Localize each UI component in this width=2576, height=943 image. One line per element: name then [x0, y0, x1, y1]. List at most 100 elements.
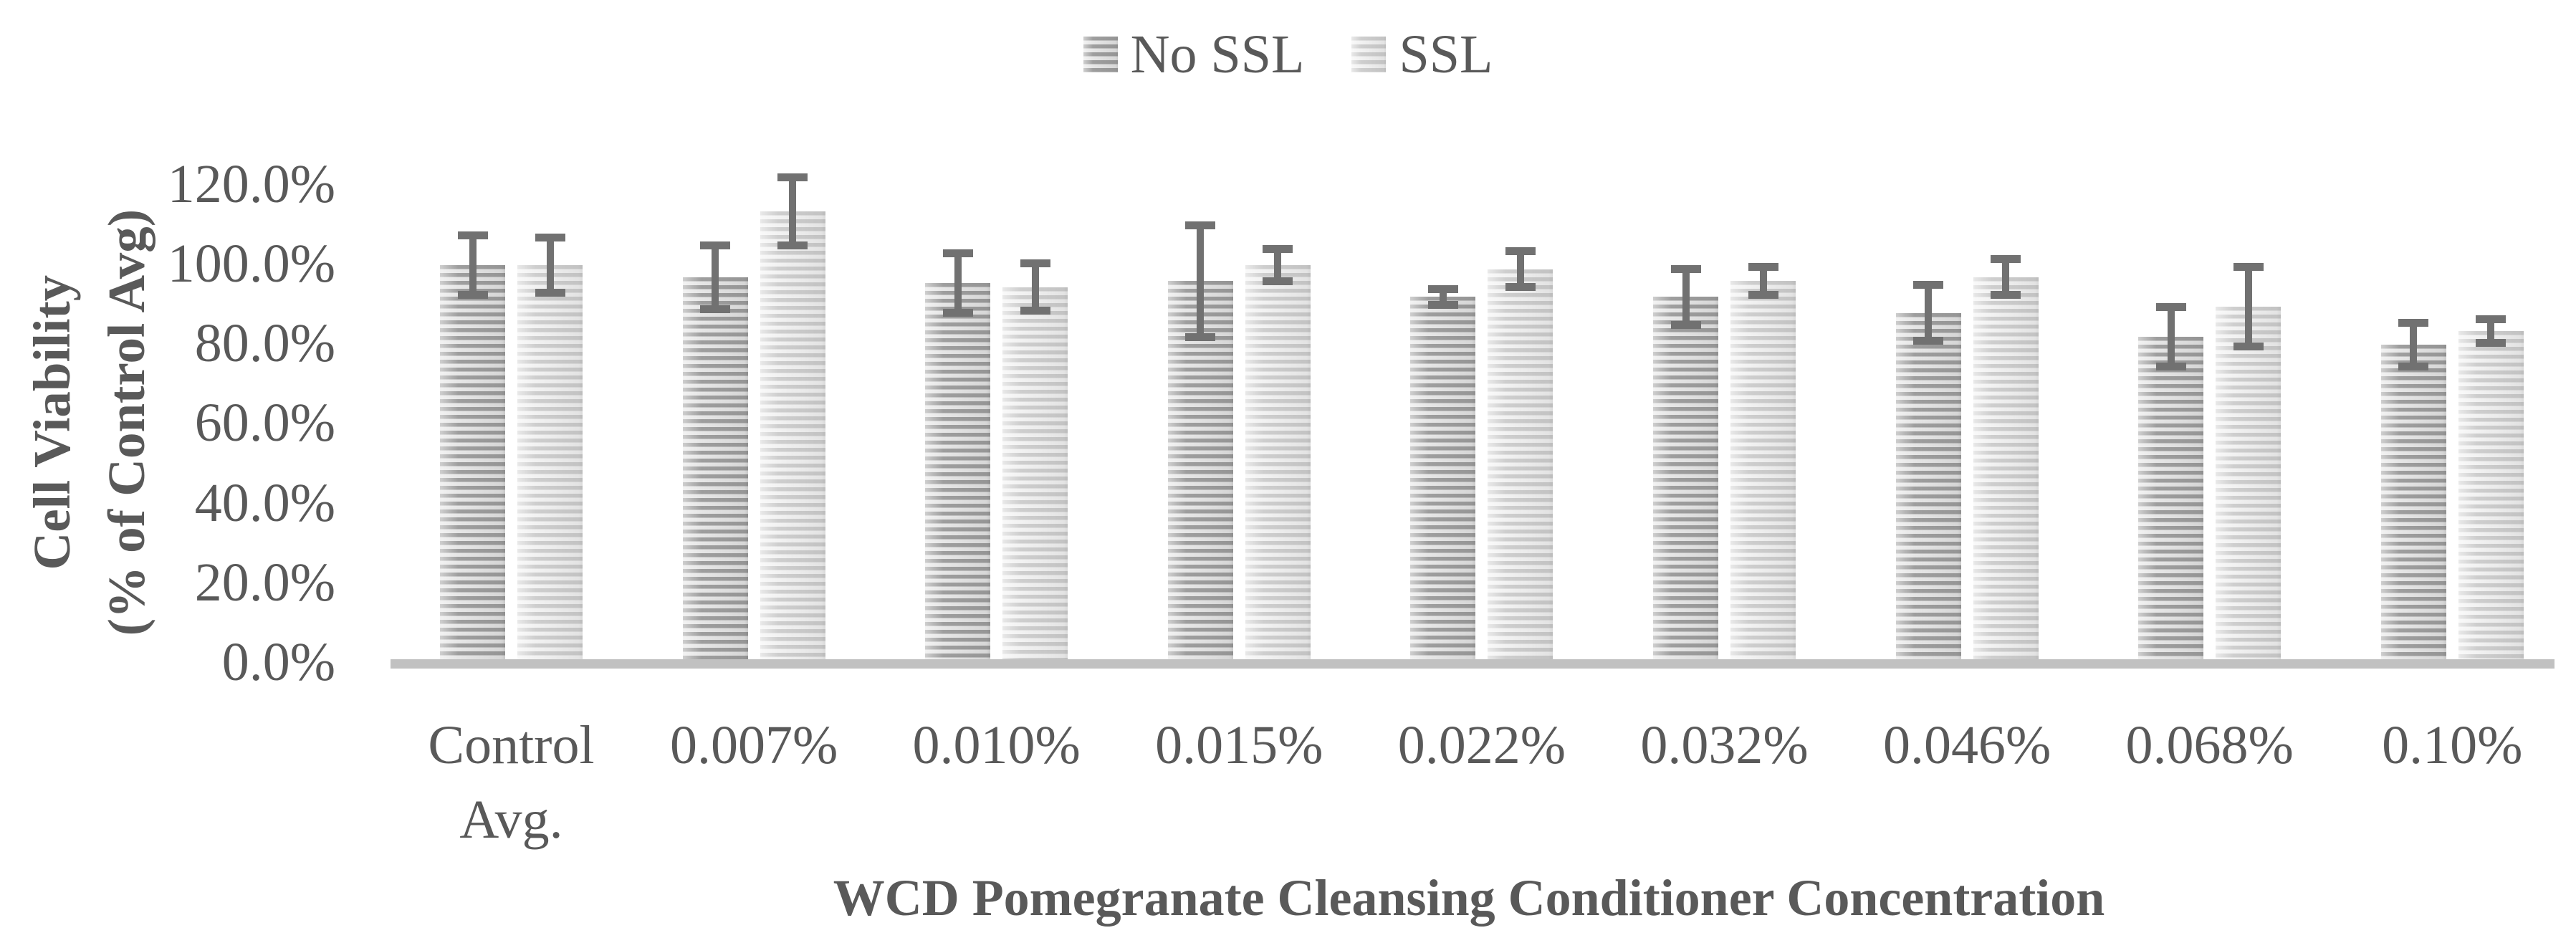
- error-bar-line: [712, 245, 719, 310]
- error-bar-cap: [1670, 265, 1701, 274]
- y-tick-label: 40.0%: [194, 472, 335, 533]
- error-bar-line: [2244, 267, 2252, 347]
- error-bar-cap: [2155, 363, 2186, 371]
- error-bar-cap: [1748, 291, 1778, 300]
- ssl-swatch-icon: [1351, 37, 1387, 72]
- bar-no-ssl-0-015-: [1167, 281, 1233, 666]
- error-bar-cap: [1991, 291, 2021, 300]
- x-category-label: 0.022%: [1397, 715, 1566, 775]
- error-bar-cap: [700, 241, 731, 249]
- bar-no-ssl-0-046-: [1895, 312, 1961, 666]
- legend-label-ssl: SSL: [1399, 24, 1493, 85]
- error-bar-line: [1031, 263, 1039, 311]
- x-category-label: 0.10%: [2382, 715, 2523, 775]
- bar-ssl-0-007-: [760, 211, 825, 666]
- error-bar-line: [2167, 307, 2175, 367]
- bar-ssl-control-avg-: [517, 265, 583, 666]
- error-bar-cap: [2398, 363, 2429, 371]
- y-axis-title-wrap: Cell Viability (% of Control Avg): [0, 100, 179, 745]
- error-bar-line: [469, 235, 477, 295]
- error-bar-cap: [1263, 277, 1293, 285]
- y-tick-label: 0.0%: [221, 632, 335, 692]
- bar-ssl-0-010-: [1002, 287, 1068, 666]
- bar-no-ssl-control-avg-: [440, 265, 505, 666]
- y-axis-title-line1: Cell Viability: [23, 275, 82, 570]
- error-bar-cap: [1185, 221, 1216, 229]
- bar-ssl-0-022-: [1488, 269, 1553, 666]
- legend-item-no-ssl: No SSL: [1083, 24, 1305, 85]
- error-bar-cap: [942, 249, 973, 257]
- y-tick-label: 60.0%: [194, 393, 335, 454]
- error-bar-cap: [1263, 245, 1293, 254]
- bar-ssl-0-10-: [2458, 330, 2524, 666]
- bar-ssl-0-046-: [1973, 277, 2039, 666]
- error-bar-cap: [777, 241, 808, 249]
- error-bar-line: [1439, 289, 1447, 305]
- bar-ssl-0-032-: [1730, 281, 1796, 666]
- error-bar-cap: [1670, 320, 1701, 329]
- error-bar-cap: [1991, 255, 2021, 264]
- error-bar-cap: [1020, 307, 1050, 315]
- error-bar-line: [1274, 249, 1282, 282]
- y-tick-label: 100.0%: [167, 234, 335, 294]
- bar-no-ssl-0-022-: [1410, 297, 1476, 666]
- error-bar-line: [1516, 251, 1524, 287]
- error-bar-cap: [1913, 337, 1944, 345]
- legend-item-ssl: SSL: [1351, 27, 1493, 82]
- y-tick-label: 120.0%: [167, 153, 335, 214]
- x-category-label: 0.015%: [1155, 715, 1323, 775]
- x-category-label: Control Avg.: [428, 715, 595, 850]
- error-bar-cap: [1427, 301, 1458, 310]
- error-bar-cap: [1185, 332, 1216, 341]
- error-bar-cap: [700, 305, 731, 313]
- legend-label-no-ssl: No SSL: [1130, 24, 1305, 85]
- y-axis-title: Cell Viability (% of Control Avg): [15, 209, 163, 636]
- error-bar-line: [1759, 267, 1767, 295]
- error-bar-cap: [1020, 259, 1050, 267]
- error-bar-line: [2002, 259, 2010, 295]
- error-bar-cap: [1748, 263, 1778, 272]
- error-bar-cap: [1427, 284, 1458, 293]
- error-bar-cap: [2398, 319, 2429, 327]
- error-bar-cap: [535, 233, 565, 241]
- error-bar-cap: [942, 309, 973, 317]
- error-bar-cap: [2476, 315, 2506, 323]
- y-tick-label: 20.0%: [194, 552, 335, 613]
- error-bar-cap: [777, 173, 808, 182]
- error-bar-cap: [457, 231, 488, 239]
- y-tick-label: 80.0%: [194, 313, 335, 374]
- x-axis-line: [391, 659, 2555, 669]
- x-category-label: 0.068%: [2125, 715, 2294, 775]
- bar-no-ssl-0-10-: [2380, 345, 2446, 666]
- error-bar-cap: [2155, 302, 2186, 311]
- bar-ssl-0-015-: [1245, 265, 1311, 666]
- bar-no-ssl-0-010-: [925, 283, 991, 666]
- error-bar-line: [546, 237, 554, 293]
- bar-ssl-0-068-: [2216, 307, 2281, 666]
- x-category-label: 0.046%: [1882, 715, 2051, 775]
- error-bar-line: [2410, 322, 2418, 367]
- error-bar-line: [1197, 225, 1205, 338]
- error-bar-cap: [2476, 338, 2506, 347]
- bar-no-ssl-0-032-: [1653, 297, 1718, 666]
- error-bar-cap: [457, 291, 488, 300]
- error-bar-cap: [535, 289, 565, 297]
- error-bar-line: [1682, 269, 1690, 325]
- error-bar-line: [954, 253, 962, 313]
- error-bar-line: [789, 177, 797, 246]
- legend: No SSL SSL: [0, 27, 2576, 82]
- x-category-label: 0.007%: [669, 715, 838, 775]
- error-bar-cap: [2233, 263, 2264, 272]
- x-axis-title: WCD Pomegranate Cleansing Conditioner Co…: [833, 869, 2105, 927]
- error-bar-cap: [1505, 283, 1536, 292]
- bar-no-ssl-0-007-: [682, 277, 748, 666]
- error-bar-cap: [1505, 247, 1536, 256]
- bar-no-ssl-0-068-: [2138, 337, 2204, 666]
- error-bar-line: [2487, 319, 2495, 343]
- error-bar-cap: [1913, 281, 1944, 289]
- error-bar-line: [1925, 284, 1933, 341]
- error-bar-cap: [2233, 343, 2264, 351]
- y-axis-title-line2: (% of Control Avg): [97, 209, 156, 636]
- x-category-label: 0.010%: [912, 715, 1081, 775]
- x-category-label: 0.032%: [1640, 715, 1809, 775]
